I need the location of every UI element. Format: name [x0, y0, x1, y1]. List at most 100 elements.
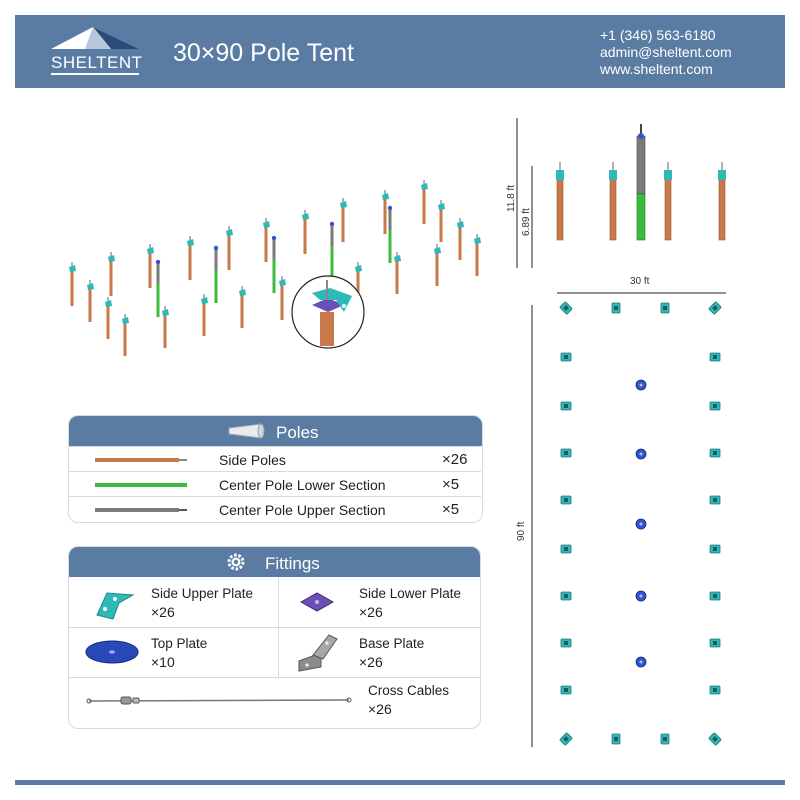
footer-bar [15, 780, 785, 785]
height-side-label: 6.89 ft [521, 208, 532, 236]
side-pole-plan-marker [709, 495, 721, 505]
pole-tube-icon [228, 423, 265, 439]
side-pole-plan-marker [559, 301, 573, 315]
side-pole [474, 234, 481, 276]
contact-phone[interactable]: +1 (346) 563-6180 [600, 27, 716, 43]
center-pole-elevation [636, 124, 646, 241]
side-pole-plan-marker [560, 685, 572, 695]
center-pole [155, 259, 161, 317]
side-pole-plan-marker [560, 495, 572, 505]
fitting-name: Top Plate [151, 636, 208, 651]
center-pole-plan-marker [635, 518, 647, 530]
side-pole [302, 210, 309, 254]
logo-underline [51, 73, 139, 75]
pole-name: Side Poles [219, 452, 286, 468]
pole-row-center-lower: Center Pole Lower Section ×5 [69, 471, 481, 497]
page-title: 30×90 Pole Tent [173, 39, 354, 67]
side-pole [438, 200, 445, 242]
center-lower-swatch [95, 483, 187, 487]
pole-name: Center Pole Lower Section [219, 477, 386, 493]
fitting-name: Base Plate [359, 636, 425, 651]
side-pole-plan-marker [660, 302, 670, 314]
side-pole [201, 294, 208, 336]
side-pole [355, 262, 362, 302]
side-pole [434, 244, 441, 286]
side-pole-plan-marker [709, 401, 721, 411]
elevation-view [516, 118, 726, 268]
side-pole-plan-marker [709, 544, 721, 554]
side-pole [421, 180, 428, 224]
side-pole [69, 262, 76, 306]
center-pole [271, 235, 277, 293]
pole-row-side: Side Poles ×26 [69, 446, 481, 472]
top-plate-icon [85, 640, 139, 664]
side-pole-plan-marker [709, 448, 721, 458]
cross-cable-icon [86, 696, 352, 705]
gear-icon [227, 553, 245, 571]
fitting-qty: ×10 [151, 654, 175, 670]
side-pole [279, 276, 286, 320]
fittings-panel: Fittings Side Upper Plate ×26 Side Lower… [68, 546, 481, 729]
side-pole-plan-marker [709, 591, 721, 601]
side-pole [239, 286, 246, 328]
zoom-callout [291, 275, 365, 349]
pole-row-center-upper: Center Pole Upper Section ×5 [69, 496, 481, 522]
side-pole [382, 190, 389, 234]
side-pole-plan-marker [709, 638, 721, 648]
side-pole [162, 306, 169, 348]
fittings-panel-title: Fittings [265, 554, 320, 573]
plan-view [531, 292, 726, 747]
side-pole [340, 198, 347, 242]
side-pole-plan-marker [560, 591, 572, 601]
center-upper-swatch [95, 508, 179, 512]
side-pole-elevation [556, 162, 564, 241]
height-total-label: 11.8 ft [506, 184, 517, 212]
side-pole-plan-marker [709, 352, 721, 362]
contact-email[interactable]: admin@sheltent.com [600, 44, 732, 60]
center-pole [387, 205, 393, 263]
poles-panel-header: Poles [69, 416, 482, 446]
fittings-divider-row2 [69, 677, 480, 678]
side-pole-plan-marker [560, 544, 572, 554]
side-pole-elevation [718, 162, 726, 241]
fitting-name: Cross Cables [368, 683, 450, 698]
side-pole-plan-marker [560, 352, 572, 362]
side-pole-plan-marker [708, 732, 722, 746]
fitting-qty: ×26 [151, 604, 175, 620]
fitting-top-plate: Top Plate ×10 [69, 628, 278, 677]
fitting-cross-cables: Cross Cables ×26 [69, 678, 480, 728]
isometric-pole-layout [69, 180, 481, 356]
center-pole-plan-marker [635, 656, 647, 668]
fitting-side-upper-plate: Side Upper Plate ×26 [69, 577, 278, 627]
center-pole [213, 245, 219, 303]
poles-panel-title: Poles [276, 423, 319, 442]
side-pole-swatch [95, 458, 179, 462]
side-pole [122, 314, 129, 356]
pole-qty: ×26 [442, 451, 468, 468]
side-lower-plate-icon [299, 592, 335, 612]
logo-text: SHELTENT [51, 53, 143, 72]
fitting-name: Side Upper Plate [151, 586, 254, 601]
header-bar: SHELTENT 30×90 Pole Tent +1 (346) 563-61… [15, 15, 785, 88]
center-pole [329, 221, 335, 279]
center-pole-plan-marker [635, 590, 647, 602]
side-pole-elevation [609, 162, 617, 241]
side-pole-plan-marker [560, 448, 572, 458]
side-pole-plan-marker [708, 301, 722, 315]
base-plate-icon [298, 634, 338, 672]
fitting-qty: ×26 [368, 701, 392, 717]
fittings-divider-row1 [69, 627, 480, 628]
side-pole [457, 218, 464, 260]
side-pole [226, 226, 233, 270]
fitting-base-plate: Base Plate ×26 [279, 628, 480, 677]
side-pole [263, 218, 270, 262]
side-pole-plan-marker [560, 401, 572, 411]
contact-block: +1 (346) 563-6180 admin@sheltent.com www… [600, 27, 732, 78]
center-upper-tip [179, 509, 187, 511]
pole-qty: ×5 [442, 501, 460, 518]
fitting-qty: ×26 [359, 604, 383, 620]
side-pole-tip [179, 459, 187, 461]
contact-website[interactable]: www.sheltent.com [600, 61, 713, 77]
center-pole-plan-marker [635, 379, 647, 391]
side-pole [187, 236, 194, 280]
